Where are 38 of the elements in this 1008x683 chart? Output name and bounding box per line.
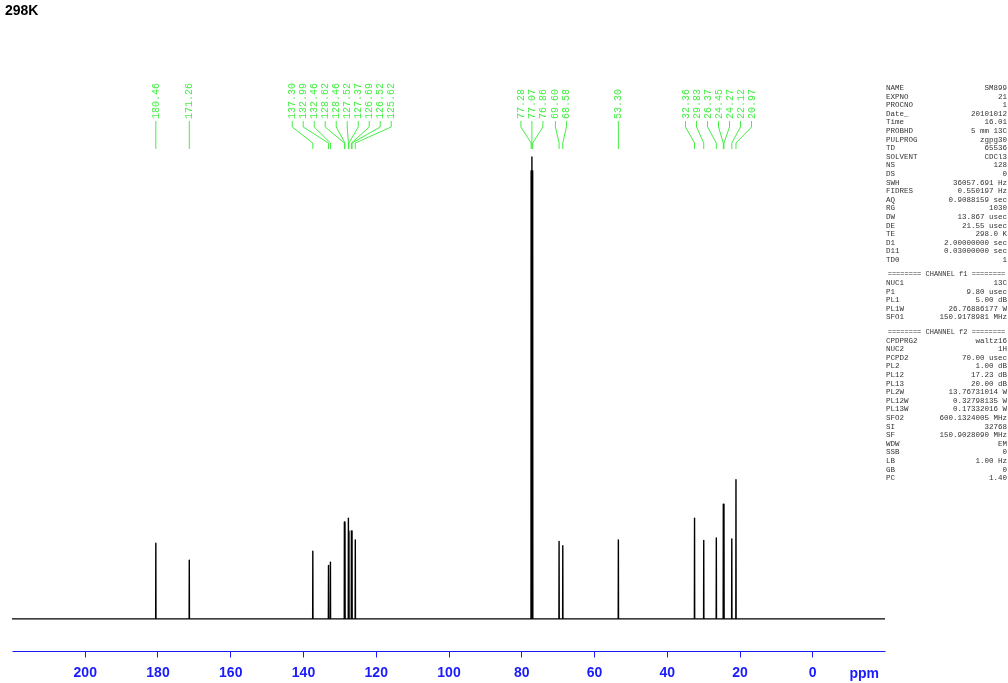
annotation: 76.86 — [537, 88, 549, 119]
annotation: 171.26 — [184, 82, 196, 119]
x-tick-label: 160 — [219, 663, 243, 680]
x-tick-label: 40 — [659, 663, 676, 680]
chart-title: 298K — [5, 2, 39, 18]
x-tick-label: 0 — [808, 663, 817, 680]
annotation: 68.58 — [561, 88, 573, 119]
annotation: 24.27 — [724, 88, 736, 119]
annotation: 132.46 — [309, 82, 321, 119]
x-tick-label: 200 — [73, 663, 98, 680]
annotation: 137.30 — [287, 82, 299, 119]
x-tick-label: 180 — [146, 663, 170, 680]
x-tick-label: 20 — [732, 663, 748, 680]
annotation: 77.07 — [526, 88, 538, 119]
annotation: 53.30 — [613, 88, 625, 119]
annotation: 69.60 — [550, 88, 562, 119]
annotation: 180.46 — [150, 82, 162, 119]
x-tick-label: 140 — [291, 663, 316, 680]
annotation: 29.83 — [691, 88, 703, 119]
x-tick-label: 120 — [364, 663, 389, 680]
annotation: 126.52 — [375, 82, 387, 119]
annotation: 126.69 — [364, 82, 376, 119]
annotation: 128.62 — [320, 82, 332, 119]
annotation: 24.45 — [713, 88, 725, 119]
annotation: 77.28 — [515, 88, 527, 119]
x-tick-label: 60 — [586, 663, 603, 680]
x-tick-label: 100 — [437, 663, 461, 680]
annotation: 125.62 — [386, 82, 398, 119]
annotation: 26.37 — [702, 88, 714, 119]
annotation: 128.46 — [331, 82, 343, 119]
x-tick-label: 80 — [513, 663, 530, 680]
annotation: 127.37 — [353, 82, 365, 119]
annotation: 127.52 — [342, 82, 354, 119]
annotation: 132.99 — [298, 82, 310, 119]
annotation: 32.36 — [680, 88, 692, 119]
annotation: 22.12 — [735, 88, 747, 119]
x-axis-title: ppm — [849, 664, 880, 681]
annotation: 20.97 — [746, 88, 758, 119]
